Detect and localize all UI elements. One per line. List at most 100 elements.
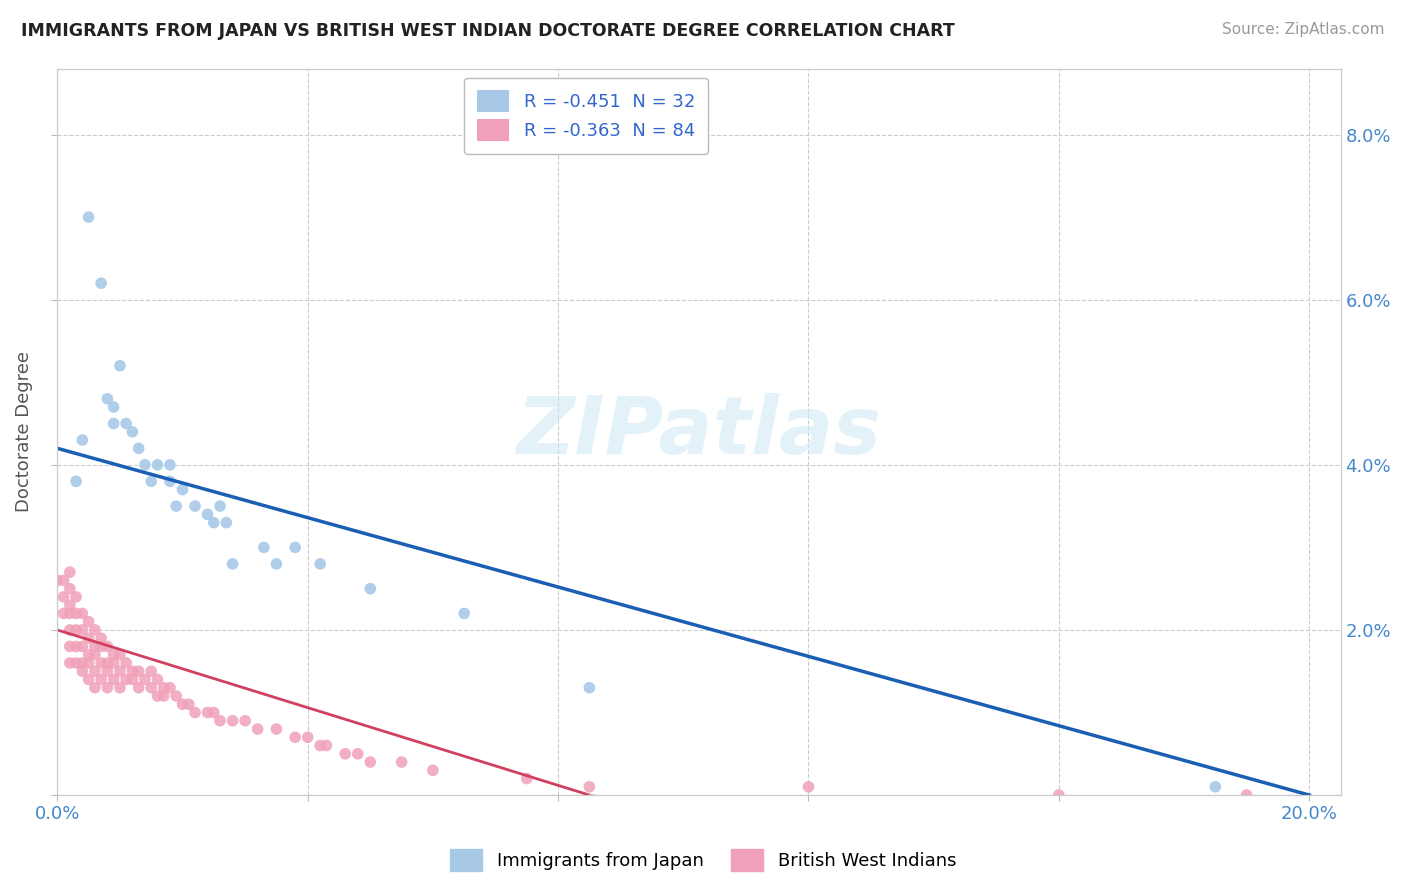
Point (159, 475, 181, 489)
Point (103, 656, 125, 670)
Point (172, 483, 194, 497)
Point (65, 590, 87, 604)
Legend: R = -0.451  N = 32, R = -0.363  N = 84: R = -0.451 N = 32, R = -0.363 N = 84 (464, 78, 707, 154)
Text: Source: ZipAtlas.com: Source: ZipAtlas.com (1222, 22, 1385, 37)
Point (141, 475, 163, 489)
Point (159, 458, 181, 472)
Point (77, 210, 100, 224)
Point (284, 731, 307, 745)
Point (90, 640, 112, 654)
Point (59, 656, 82, 670)
Point (65, 656, 87, 670)
Point (177, 698, 200, 712)
Point (152, 689, 174, 703)
Point (52, 607, 75, 621)
Point (72, 656, 94, 670)
Point (253, 541, 276, 555)
Point (516, 772, 538, 786)
Point (141, 664, 163, 678)
Point (284, 541, 307, 555)
Point (422, 764, 444, 778)
Point (77, 631, 100, 645)
Point (72, 640, 94, 654)
Point (52, 590, 75, 604)
Point (115, 656, 138, 670)
Point (52, 574, 75, 588)
Point (121, 425, 143, 439)
Point (209, 714, 232, 728)
Point (128, 442, 150, 456)
Point (221, 557, 243, 571)
Point (453, 607, 475, 621)
Point (90, 276, 112, 290)
Point (108, 681, 131, 695)
Point (146, 689, 169, 703)
Point (90, 656, 112, 670)
Point (77, 648, 100, 662)
Point (1047, 788, 1070, 802)
Y-axis label: Doctorate Degree: Doctorate Degree (15, 351, 32, 512)
Point (59, 607, 82, 621)
Point (359, 582, 381, 596)
Point (96, 640, 118, 654)
Point (266, 557, 288, 571)
Point (209, 499, 232, 513)
Point (134, 673, 156, 687)
Point (578, 681, 600, 695)
Text: ZIPatlas: ZIPatlas (516, 392, 882, 471)
Point (202, 516, 225, 530)
Point (90, 673, 112, 687)
Point (96, 664, 118, 678)
Point (391, 755, 413, 769)
Point (72, 623, 94, 637)
Point (46, 574, 69, 588)
Point (72, 433, 94, 447)
Point (83, 664, 105, 678)
Point (65, 623, 87, 637)
Point (59, 623, 82, 637)
Point (115, 673, 138, 687)
Point (165, 499, 187, 513)
Point (266, 722, 288, 736)
Point (59, 565, 82, 579)
Point (165, 689, 187, 703)
Point (96, 681, 118, 695)
Point (65, 607, 87, 621)
Point (246, 722, 269, 736)
Point (128, 681, 150, 695)
Point (59, 640, 82, 654)
Point (77, 673, 100, 687)
Point (359, 755, 381, 769)
Point (128, 664, 150, 678)
Text: IMMIGRANTS FROM JAPAN VS BRITISH WEST INDIAN DOCTORATE DEGREE CORRELATION CHART: IMMIGRANTS FROM JAPAN VS BRITISH WEST IN… (21, 22, 955, 40)
Point (59, 582, 82, 596)
Point (202, 706, 225, 720)
Point (146, 458, 169, 472)
Point (65, 475, 87, 489)
Point (797, 780, 820, 794)
Point (108, 648, 131, 662)
Point (146, 673, 169, 687)
Point (77, 615, 100, 629)
Point (96, 656, 118, 670)
Point (83, 623, 105, 637)
Point (233, 714, 256, 728)
Point (83, 648, 105, 662)
Point (134, 458, 156, 472)
Point (103, 400, 125, 414)
Point (346, 747, 368, 761)
Point (103, 648, 125, 662)
Point (1236, 788, 1258, 802)
Point (184, 499, 207, 513)
Point (172, 698, 194, 712)
Point (59, 598, 82, 612)
Point (77, 656, 100, 670)
Point (315, 739, 337, 753)
Point (221, 714, 243, 728)
Point (108, 359, 131, 373)
Point (72, 664, 94, 678)
Point (108, 664, 131, 678)
Point (152, 681, 174, 695)
Point (309, 557, 332, 571)
Point (103, 417, 125, 431)
